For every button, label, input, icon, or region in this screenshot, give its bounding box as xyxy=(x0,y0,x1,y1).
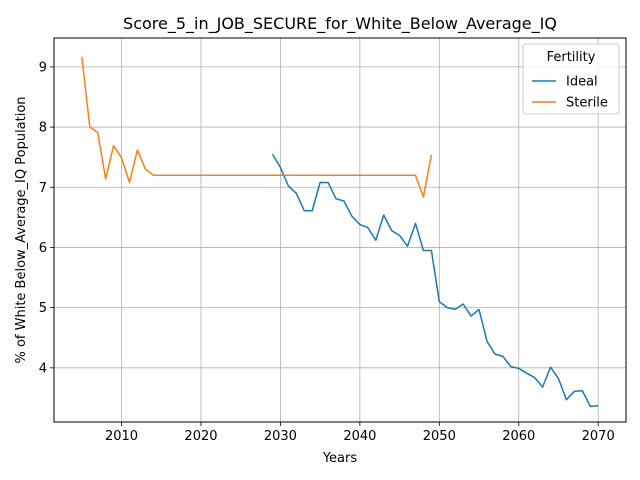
plot-frame xyxy=(53,37,627,423)
legend-entries: Ideal Sterile xyxy=(532,75,608,111)
legend: Fertility Ideal Sterile xyxy=(522,43,620,115)
x-tick-label: 2010 xyxy=(105,429,138,444)
legend-label-sterile: Sterile xyxy=(566,96,608,111)
series-lines xyxy=(81,56,599,408)
ticks: 2010 2020 2030 2040 2050 2060 2070 4 5 6 7 8 9 xyxy=(39,60,615,444)
x-axis-label: Years xyxy=(322,451,358,466)
legend-box xyxy=(522,43,620,115)
x-tick-label: 2050 xyxy=(423,429,456,444)
series-line-sterile xyxy=(81,56,433,198)
x-tick-label: 2030 xyxy=(264,429,297,444)
y-tick-label: 4 xyxy=(39,361,47,376)
x-tick-label: 2060 xyxy=(502,429,535,444)
y-tick-label: 6 xyxy=(39,241,47,256)
y-tick-label: 8 xyxy=(39,121,47,136)
series-line-ideal xyxy=(271,153,599,408)
y-axis-label: % of White Below_Average_IQ Population xyxy=(14,96,29,363)
y-tick-label: 7 xyxy=(39,181,47,196)
legend-label-ideal: Ideal xyxy=(566,75,598,90)
y-tick-label: 5 xyxy=(39,301,47,316)
x-tick-label: 2070 xyxy=(582,429,615,444)
x-tick-label: 2040 xyxy=(343,429,376,444)
y-tick-label: 9 xyxy=(39,60,47,75)
legend-title: Fertility xyxy=(547,50,596,65)
x-tick-label: 2020 xyxy=(184,429,217,444)
chart-title: Score_5_in_JOB_SECURE_for_White_Below_Av… xyxy=(123,14,557,34)
grid xyxy=(54,38,626,422)
